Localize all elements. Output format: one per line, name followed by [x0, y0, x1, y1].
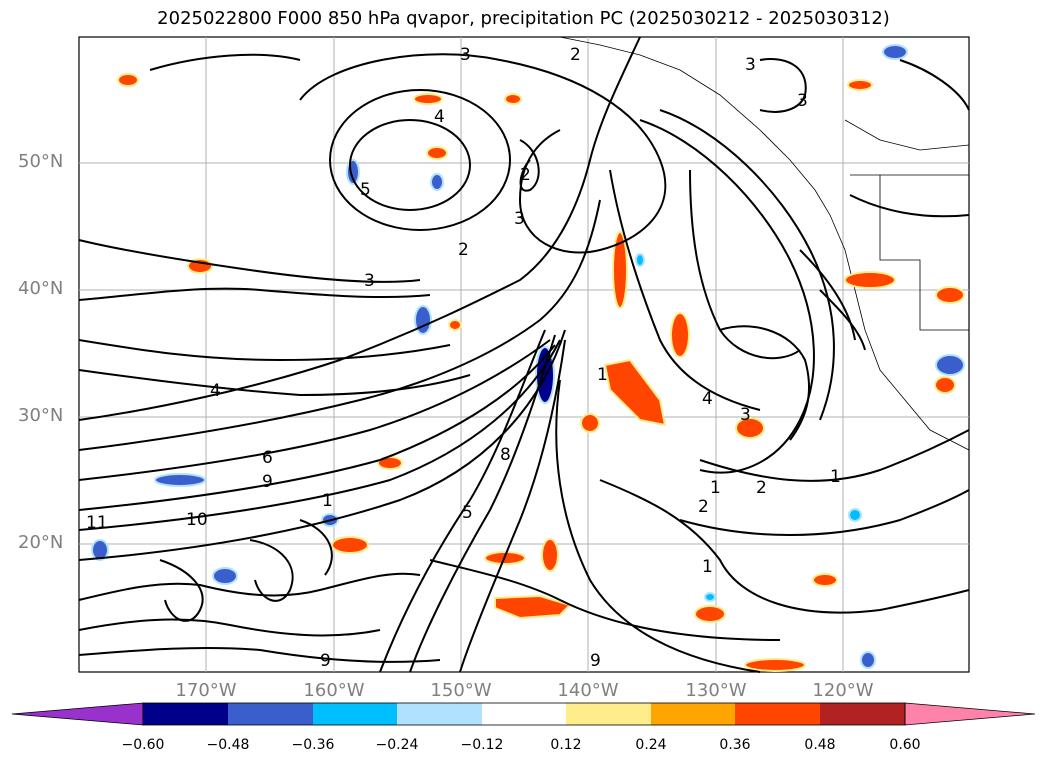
coastline — [559, 36, 970, 451]
contour-label: 4 — [210, 381, 221, 401]
contour-label: 1 — [702, 557, 713, 577]
contour-label: 2 — [756, 478, 767, 498]
contour-label: 1 — [322, 491, 333, 511]
contour-label: 5 — [360, 180, 371, 200]
contour-label: 3 — [797, 91, 808, 111]
contour-label: 6 — [262, 448, 273, 468]
lat-label-30n: 30°N — [18, 405, 64, 426]
contour-label: 9 — [590, 651, 601, 671]
contour-label: 10 — [186, 510, 208, 530]
contour-label: 1 — [710, 478, 721, 498]
colorbar-tick: −0.24 — [375, 737, 419, 753]
contour-label: 2 — [520, 165, 531, 185]
contour-label: 3 — [740, 405, 751, 425]
colorbar-tick: 0.60 — [889, 737, 921, 753]
lat-label-50n: 50°N — [18, 151, 64, 172]
colorbar-tick: 0.12 — [550, 737, 582, 753]
contour-label: 3 — [514, 209, 525, 229]
colorbar-tick: 0.48 — [804, 737, 836, 753]
map-panel: 3 2 3 3 4 5 2 3 2 3 4 6 9 10 11 1 5 1 2 … — [78, 36, 970, 673]
colorbar-segment-10 — [904, 702, 1036, 726]
contour-label: 4 — [434, 107, 445, 127]
contour-label: 2 — [458, 240, 469, 260]
colorbar-tick: −0.60 — [121, 737, 165, 753]
contour-label: 2 — [698, 497, 709, 517]
contour-label: 4 — [702, 389, 713, 409]
lon-label-130w: 130°W — [685, 680, 747, 701]
contour-label: 5 — [462, 503, 473, 523]
lon-label-120w: 120°W — [812, 680, 874, 701]
contour-label: 1 — [830, 467, 841, 487]
colorbar-segment-8 — [735, 703, 820, 725]
colorbar-segment-6 — [566, 703, 651, 725]
colorbar-segment-5 — [482, 703, 566, 725]
contour-label: 3 — [460, 45, 471, 65]
contour-label: 8 — [500, 445, 511, 465]
precip-positive — [117, 73, 965, 672]
contour-label: 9 — [320, 651, 331, 671]
colorbar-segment-1 — [143, 703, 228, 725]
lat-label-40n: 40°N — [18, 278, 64, 299]
lon-label-150w: 150°W — [430, 680, 492, 701]
contour-labels: 3 2 3 3 4 5 2 3 2 3 4 6 9 10 11 1 5 1 2 … — [86, 45, 841, 671]
colorbar-tick: −0.36 — [291, 737, 335, 753]
lon-label-140w: 140°W — [557, 680, 619, 701]
gridlines — [79, 37, 969, 672]
contour-label: 1 — [597, 365, 608, 385]
colorbar-tick: 0.36 — [719, 737, 751, 753]
colorbar-segment-3 — [313, 703, 397, 725]
colorbar-segment-7 — [651, 703, 735, 725]
colorbar-tick: −0.12 — [460, 737, 504, 753]
map-title: 2025022800 F000 850 hPa qvapor, precipit… — [157, 8, 890, 29]
colorbar-segment-2 — [228, 703, 313, 725]
lat-label-20n: 20°N — [18, 532, 64, 553]
colorbar-segment-0 — [11, 702, 144, 726]
colorbar-tick: 0.24 — [635, 737, 667, 753]
contour-label: 9 — [262, 472, 273, 492]
contour-label: 2 — [570, 45, 581, 65]
lon-label-160w: 160°W — [303, 680, 365, 701]
colorbar — [11, 702, 1036, 726]
contour-label: 3 — [364, 271, 375, 291]
colorbar-outline — [142, 702, 906, 726]
colorbar-tick: −0.48 — [206, 737, 250, 753]
contour-label: 3 — [745, 55, 756, 75]
contour-label: 11 — [86, 513, 108, 533]
lon-label-170w: 170°W — [175, 680, 237, 701]
colorbar-segment-4 — [397, 703, 482, 725]
qvapor-contours — [78, 36, 970, 673]
colorbar-segment-9 — [820, 703, 905, 725]
plot-area — [78, 36, 970, 673]
